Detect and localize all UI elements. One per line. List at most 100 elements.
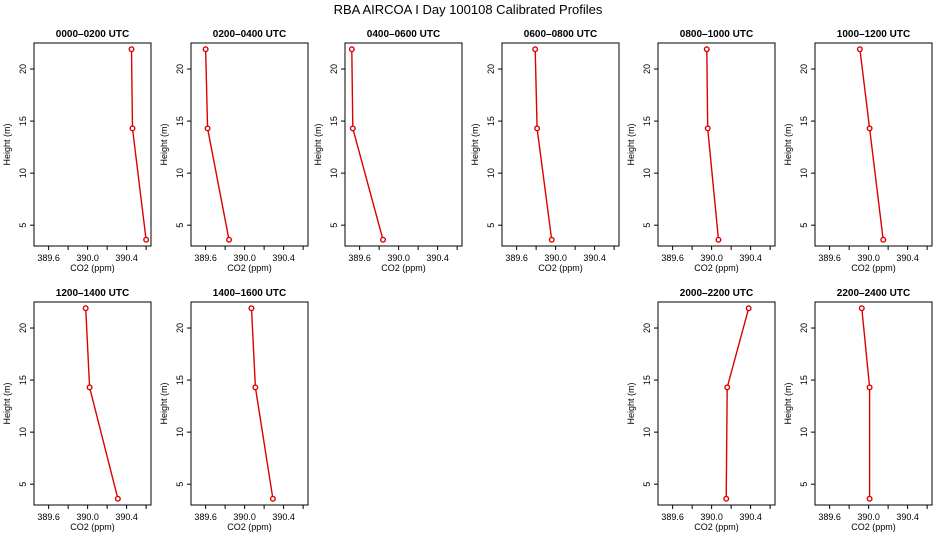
y-axis-label: Height (m)	[2, 382, 12, 424]
x-axis-label: CO2 (ppm)	[227, 263, 272, 273]
y-tick-label: 20	[486, 64, 496, 74]
x-tick-label: 390.4	[896, 512, 919, 522]
x-tick-label: 390.4	[272, 253, 295, 263]
x-tick-label: 390.4	[115, 512, 138, 522]
panel-title: 0400–0600 UTC	[367, 29, 440, 40]
data-point	[248, 305, 255, 312]
data-point	[723, 495, 730, 502]
x-tick-label: 390.4	[115, 253, 138, 263]
figure-title: RBA AIRCOA I Day 100108 Calibrated Profi…	[334, 2, 603, 17]
panel-title: 0800–1000 UTC	[680, 29, 753, 40]
y-tick-label: 10	[18, 168, 28, 178]
y-tick-label: 20	[642, 323, 652, 333]
plot-frame	[33, 42, 152, 247]
data-point	[548, 236, 555, 243]
y-axis-label: Height (m)	[783, 382, 793, 424]
plot-frame	[657, 42, 776, 247]
data-point	[724, 384, 731, 391]
data-point	[86, 384, 93, 391]
data-point	[856, 46, 863, 53]
plot-frame	[657, 301, 776, 506]
y-tick-label: 15	[642, 116, 652, 126]
x-tick-label: 390.4	[426, 253, 449, 263]
data-point	[703, 46, 710, 53]
data-point	[866, 384, 873, 391]
y-tick-label: 10	[175, 427, 185, 437]
x-axis-label: CO2 (ppm)	[851, 522, 896, 532]
data-point	[349, 125, 356, 132]
y-tick-label: 5	[486, 223, 496, 228]
data-point	[704, 125, 711, 132]
profile-line	[861, 308, 871, 499]
y-tick-label: 5	[175, 223, 185, 228]
y-tick-label: 15	[175, 375, 185, 385]
x-tick-label: 389.6	[505, 253, 528, 263]
profile-line	[250, 308, 274, 499]
x-tick-label: 389.6	[818, 512, 841, 522]
data-point	[128, 46, 135, 53]
data-point	[745, 305, 752, 312]
y-axis-label: Height (m)	[2, 123, 12, 165]
y-tick-label: 15	[799, 375, 809, 385]
y-tick-label: 20	[175, 323, 185, 333]
data-point	[202, 46, 209, 53]
x-tick-label: 390.0	[700, 512, 723, 522]
x-tick-label: 390.4	[896, 253, 919, 263]
y-tick-label: 10	[486, 168, 496, 178]
y-tick-label: 20	[799, 64, 809, 74]
x-tick-label: 390.0	[233, 253, 256, 263]
y-tick-label: 5	[799, 223, 809, 228]
x-axis-label: CO2 (ppm)	[70, 522, 115, 532]
plot-frame	[190, 42, 309, 247]
x-tick-label: 390.0	[857, 512, 880, 522]
plot-frame	[33, 301, 152, 506]
plot-frame	[814, 301, 933, 506]
data-point	[866, 125, 873, 132]
y-tick-label: 20	[329, 64, 339, 74]
x-tick-label: 390.4	[583, 253, 606, 263]
x-tick-label: 389.6	[37, 512, 60, 522]
x-tick-label: 389.6	[661, 253, 684, 263]
y-axis-label: Height (m)	[626, 123, 636, 165]
data-point	[114, 495, 121, 502]
x-tick-label: 390.4	[739, 253, 762, 263]
panel-title: 0000–0200 UTC	[56, 29, 129, 40]
x-tick-label: 389.6	[194, 253, 217, 263]
plot-frame	[190, 301, 309, 506]
data-point	[866, 495, 873, 502]
y-tick-label: 10	[329, 168, 339, 178]
panel-title: 1200–1400 UTC	[56, 288, 129, 299]
x-tick-label: 390.0	[544, 253, 567, 263]
x-tick-label: 390.4	[739, 512, 762, 522]
x-axis-label: CO2 (ppm)	[694, 263, 739, 273]
x-tick-label: 390.4	[272, 512, 295, 522]
panel-title: 1000–1200 UTC	[837, 29, 910, 40]
x-tick-label: 390.0	[387, 253, 410, 263]
y-tick-label: 5	[642, 482, 652, 487]
x-tick-label: 389.6	[37, 253, 60, 263]
x-tick-label: 389.6	[348, 253, 371, 263]
x-axis-label: CO2 (ppm)	[70, 263, 115, 273]
data-point	[880, 236, 887, 243]
profile-line	[130, 49, 147, 240]
profile-line	[859, 49, 884, 240]
y-tick-label: 5	[18, 482, 28, 487]
y-tick-label: 10	[642, 427, 652, 437]
data-point	[715, 236, 722, 243]
data-point	[252, 384, 259, 391]
x-tick-label: 389.6	[661, 512, 684, 522]
profile-line	[534, 49, 553, 240]
y-tick-label: 10	[799, 168, 809, 178]
data-point	[226, 236, 233, 243]
x-tick-label: 390.0	[76, 512, 99, 522]
panel-title: 2000–2200 UTC	[680, 288, 753, 299]
x-axis-label: CO2 (ppm)	[381, 263, 426, 273]
data-point	[204, 125, 211, 132]
y-tick-label: 15	[18, 116, 28, 126]
